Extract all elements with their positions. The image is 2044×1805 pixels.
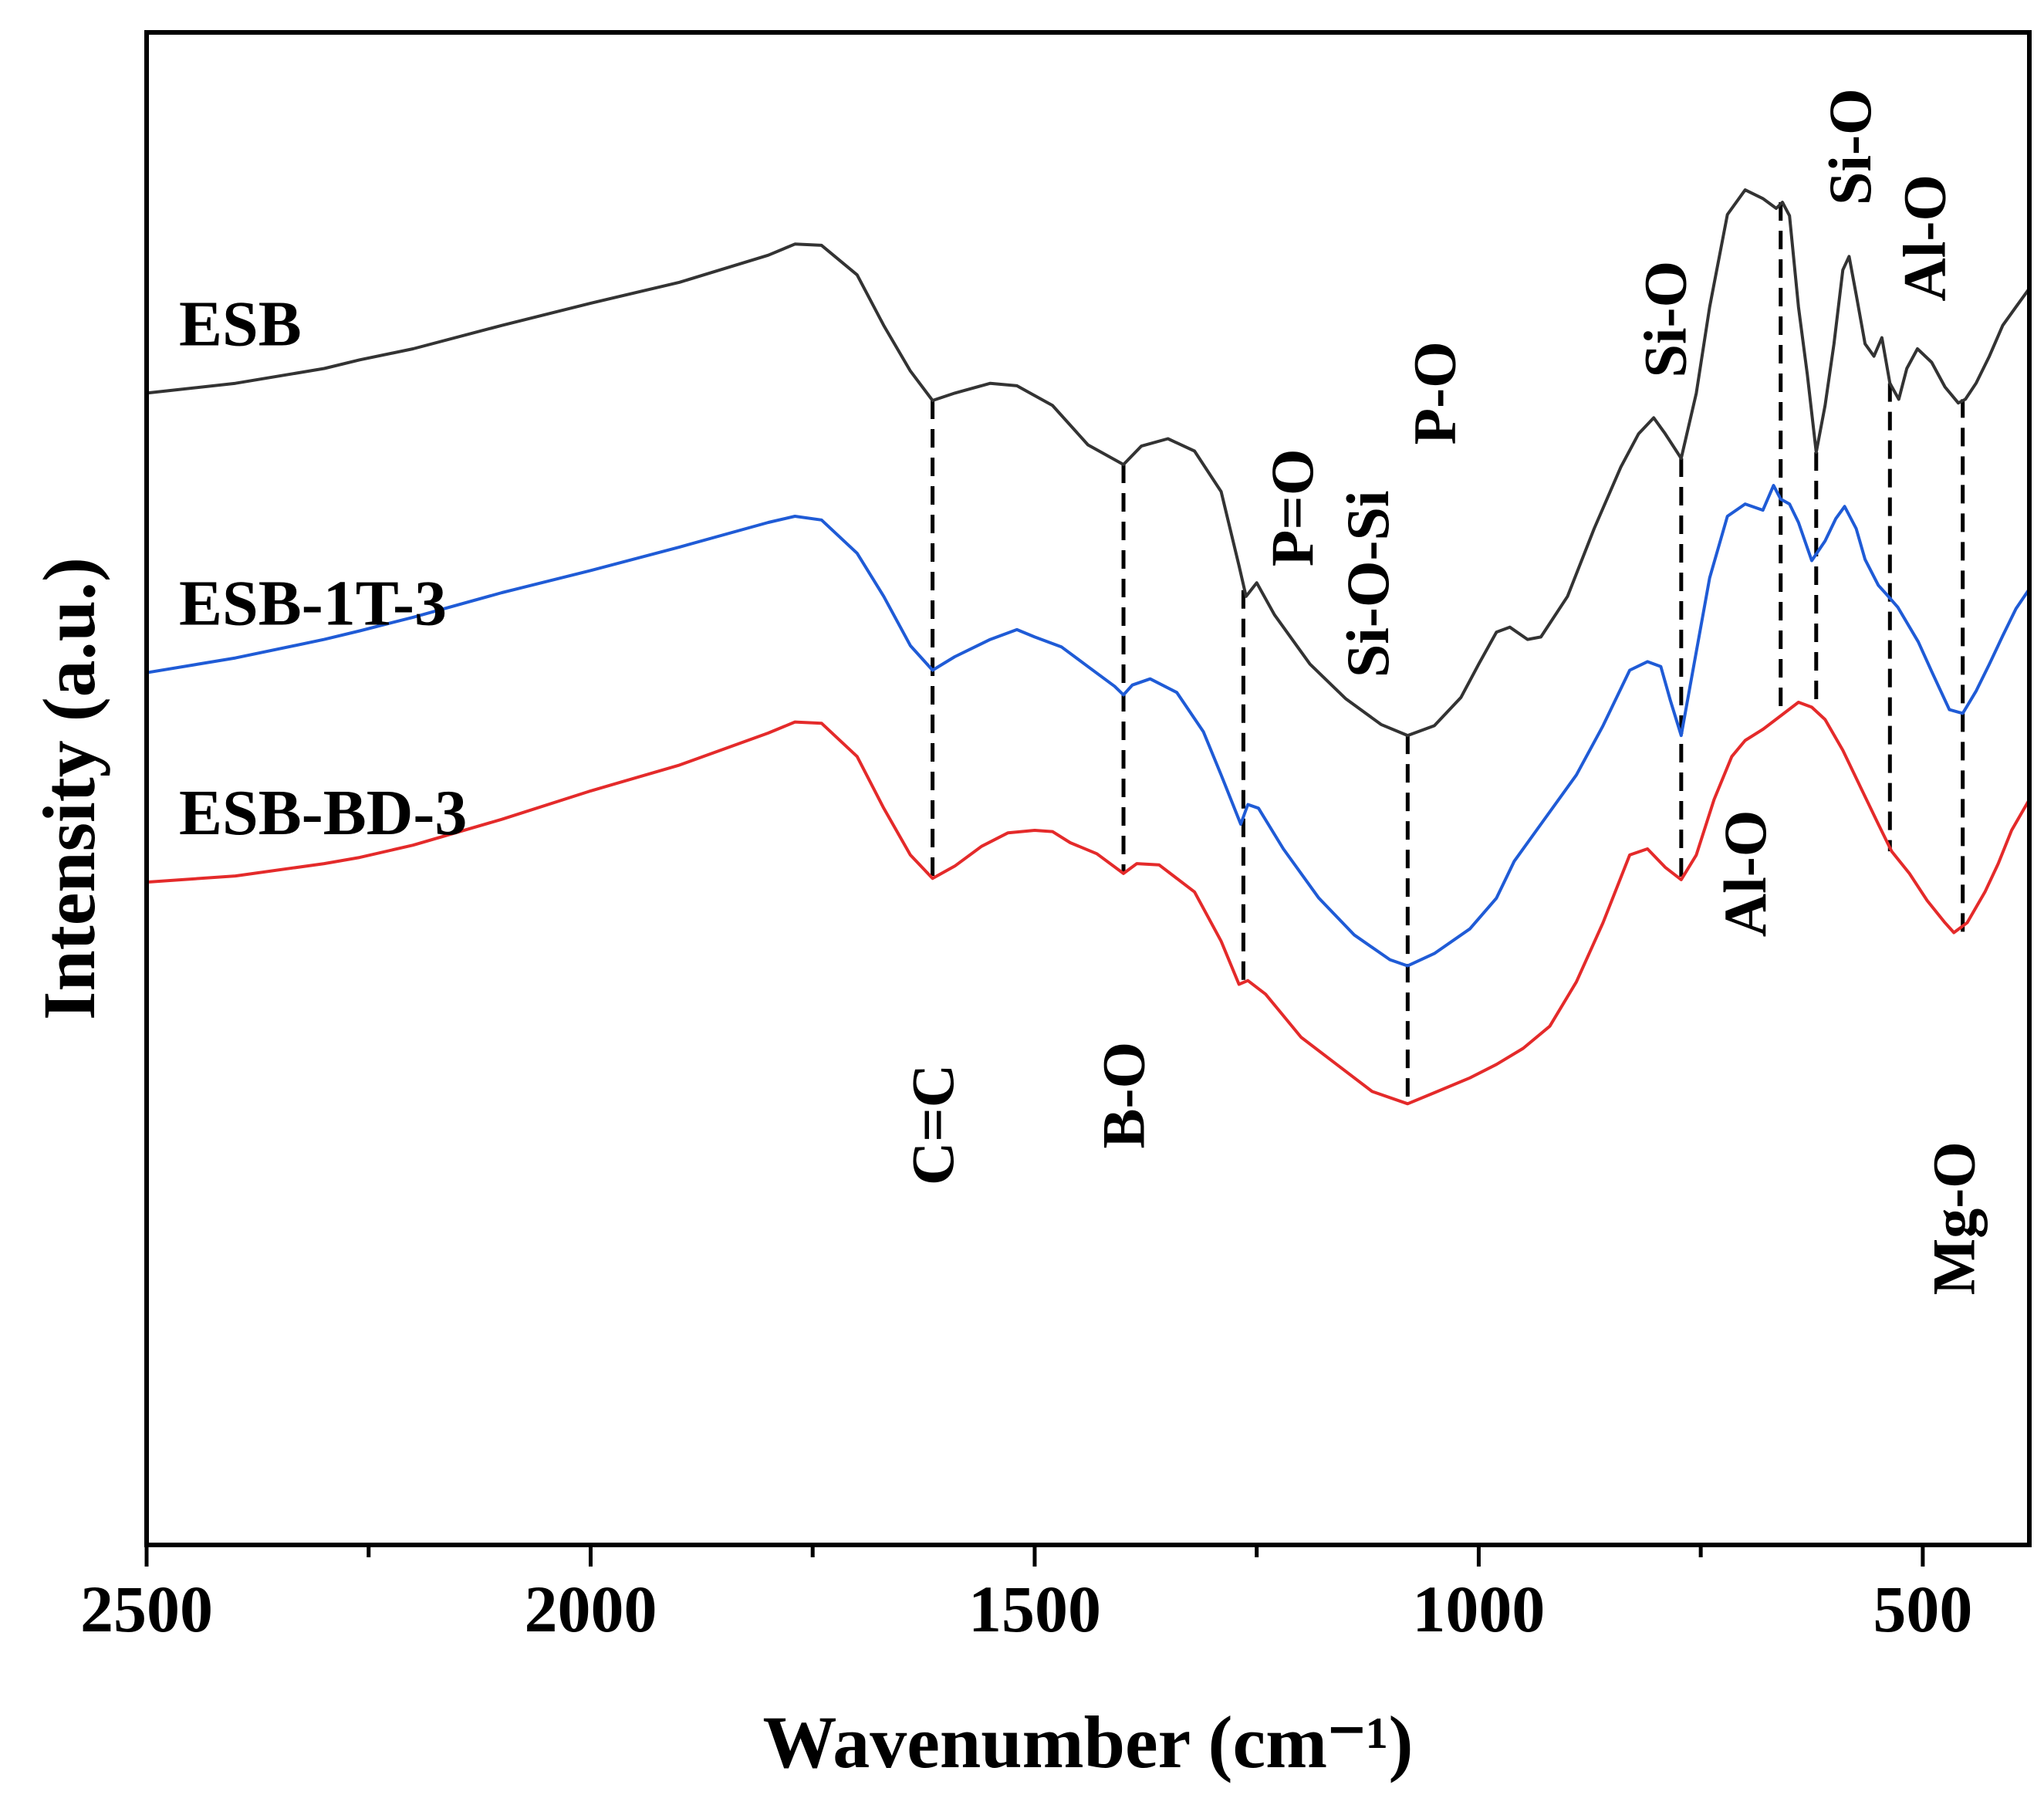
x-tick-label: 2500 — [80, 1572, 213, 1646]
spectra — [145, 188, 2031, 1106]
plot-frame — [144, 30, 2032, 1547]
band-label-1: B-O — [1090, 1042, 1157, 1149]
band-label-6: Al-O — [1711, 810, 1779, 938]
x-axis-ticks: 2500 2000 1500 1000 500 — [80, 1545, 1972, 1646]
series-line-0 — [145, 188, 2031, 738]
band-label-5: Si-O — [1632, 261, 1699, 378]
y-axis-title: Intensity (a.u.) — [28, 557, 110, 1020]
x-tick-label: 2000 — [524, 1572, 657, 1646]
x-axis-title: Wavenumber (cm⁻¹) — [763, 1701, 1414, 1783]
x-tick-label: 1500 — [968, 1572, 1101, 1646]
x-tick-label: 1000 — [1412, 1572, 1545, 1646]
band-label-2: P=O — [1258, 449, 1326, 567]
band-label-7: Si-O — [1816, 88, 1884, 205]
band-label-0: C=C — [899, 1064, 966, 1185]
series-label-0: ESB — [179, 288, 302, 360]
band-label-9: Mg-O — [1921, 1141, 1988, 1295]
series-label-2: ESB-BD-3 — [179, 777, 467, 849]
band-label-8: Al-O — [1891, 174, 1958, 302]
band-label-4: P-O — [1400, 341, 1468, 444]
band-labels: C=C B-OP=O Si-O-SiP-OSi-OAl-OSi-OAl-OMg-O — [899, 88, 1988, 1295]
band-label-3: Si-O-Si — [1334, 490, 1401, 678]
series-line-2 — [145, 701, 2031, 1106]
band-guides — [931, 202, 1965, 1104]
series-label-1: ESB-1T-3 — [179, 568, 447, 640]
series-line-1 — [145, 484, 2031, 968]
x-tick-label: 500 — [1873, 1572, 1972, 1646]
series-labels: ESB ESB-1T-3 ESB-BD-3 — [179, 288, 467, 849]
